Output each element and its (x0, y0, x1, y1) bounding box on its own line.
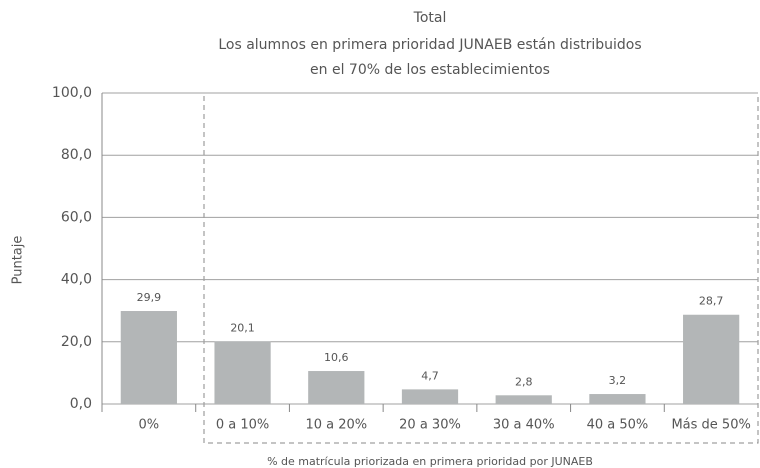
x-tick-label: Más de 50% (671, 418, 750, 433)
x-tick-label: 20 a 30% (399, 418, 461, 433)
x-tick-label: 0 a 10% (216, 418, 269, 433)
bar (308, 371, 365, 404)
bar (214, 341, 271, 404)
x-tick-label: 30 a 40% (493, 418, 555, 433)
y-tick-label: 100,0 (52, 85, 92, 101)
chart-subtitle: en el 70% de los establecimientos (310, 62, 550, 78)
bar (683, 314, 740, 404)
x-tick-label: 0% (139, 418, 160, 433)
y-tick-label: 60,0 (61, 209, 92, 225)
value-label: 20,1 (230, 321, 255, 334)
highlight-box (203, 92, 759, 444)
value-label: 3,2 (609, 374, 627, 387)
bar (401, 389, 459, 404)
y-tick-label: 0,0 (70, 396, 92, 412)
y-axis-label: Puntaje (11, 236, 26, 285)
y-tick-label: 20,0 (61, 334, 92, 350)
value-label: 29,9 (137, 291, 162, 304)
chart-subtitle: Los alumnos en primera prioridad JUNAEB … (218, 37, 641, 53)
x-tick-label: 10 a 20% (305, 418, 367, 433)
y-tick-label: 80,0 (61, 147, 92, 163)
value-label: 4,7 (421, 369, 439, 382)
value-label: 28,7 (699, 295, 724, 308)
bar (589, 394, 646, 404)
x-tick-label: 40 a 50% (587, 418, 649, 433)
chart-title: Total (413, 10, 447, 26)
bar (495, 395, 552, 404)
y-tick-label: 40,0 (61, 272, 92, 288)
x-axis-label: % de matrícula priorizada en primera pri… (267, 455, 593, 468)
bar (120, 311, 177, 404)
value-label: 10,6 (324, 351, 349, 364)
value-label: 2,8 (515, 375, 533, 388)
